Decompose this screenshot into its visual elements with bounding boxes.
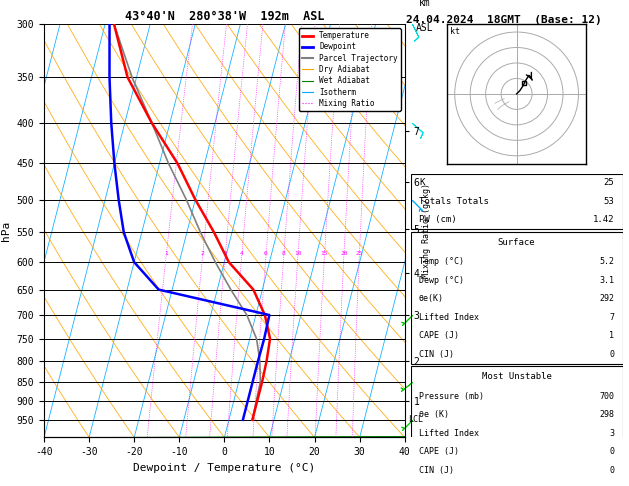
Bar <box>411 174 623 229</box>
Text: 1: 1 <box>164 251 168 256</box>
Text: km: km <box>419 0 430 8</box>
Text: θe(K): θe(K) <box>419 295 444 303</box>
Text: CIN (J): CIN (J) <box>419 466 454 475</box>
Text: Lifted Index: Lifted Index <box>419 429 479 438</box>
Text: kt: kt <box>450 27 460 35</box>
Text: Totals Totals: Totals Totals <box>419 197 489 206</box>
Text: K: K <box>419 178 425 187</box>
Text: CAPE (J): CAPE (J) <box>419 448 459 456</box>
Text: 6: 6 <box>264 251 268 256</box>
Text: 20: 20 <box>340 251 348 256</box>
Text: ASL: ASL <box>416 22 433 33</box>
Text: 2: 2 <box>201 251 204 256</box>
Text: 24.04.2024  18GMT  (Base: 12): 24.04.2024 18GMT (Base: 12) <box>406 15 601 25</box>
Bar <box>411 482 623 486</box>
X-axis label: Dewpoint / Temperature (°C): Dewpoint / Temperature (°C) <box>133 463 316 473</box>
Text: Temp (°C): Temp (°C) <box>419 258 464 266</box>
Legend: Temperature, Dewpoint, Parcel Trajectory, Dry Adiabat, Wet Adiabat, Isotherm, Mi: Temperature, Dewpoint, Parcel Trajectory… <box>299 28 401 111</box>
Text: 15: 15 <box>321 251 328 256</box>
Bar <box>411 366 623 480</box>
Text: 3: 3 <box>223 251 227 256</box>
Text: 25: 25 <box>603 178 615 187</box>
Text: 298: 298 <box>599 411 615 419</box>
Text: 3.1: 3.1 <box>599 276 615 285</box>
Text: CIN (J): CIN (J) <box>419 350 454 359</box>
Text: 0: 0 <box>610 350 615 359</box>
Text: 8: 8 <box>282 251 286 256</box>
Text: Pressure (mb): Pressure (mb) <box>419 392 484 401</box>
Text: 292: 292 <box>599 295 615 303</box>
Text: 10: 10 <box>294 251 302 256</box>
Text: 1: 1 <box>610 331 615 340</box>
Text: Most Unstable: Most Unstable <box>482 372 552 381</box>
Text: 5.2: 5.2 <box>599 258 615 266</box>
Text: 53: 53 <box>603 197 615 206</box>
Text: 0: 0 <box>610 466 615 475</box>
Text: 1.42: 1.42 <box>593 215 615 224</box>
Y-axis label: hPa: hPa <box>1 221 11 241</box>
Text: Dewp (°C): Dewp (°C) <box>419 276 464 285</box>
Text: PW (cm): PW (cm) <box>419 215 457 224</box>
Text: CAPE (J): CAPE (J) <box>419 331 459 340</box>
Title: 43°40'N  280°38'W  192m  ASL: 43°40'N 280°38'W 192m ASL <box>125 10 324 23</box>
Text: 25: 25 <box>355 251 363 256</box>
Bar <box>411 232 623 364</box>
Text: LCL: LCL <box>408 416 423 424</box>
Text: 4: 4 <box>240 251 243 256</box>
Y-axis label: Mixing Ratio (g/kg): Mixing Ratio (g/kg) <box>423 183 431 278</box>
Text: 7: 7 <box>610 313 615 322</box>
Text: Lifted Index: Lifted Index <box>419 313 479 322</box>
Text: Surface: Surface <box>498 238 535 247</box>
Text: 0: 0 <box>610 448 615 456</box>
Text: 3: 3 <box>610 429 615 438</box>
Text: 700: 700 <box>599 392 615 401</box>
Text: θe (K): θe (K) <box>419 411 449 419</box>
